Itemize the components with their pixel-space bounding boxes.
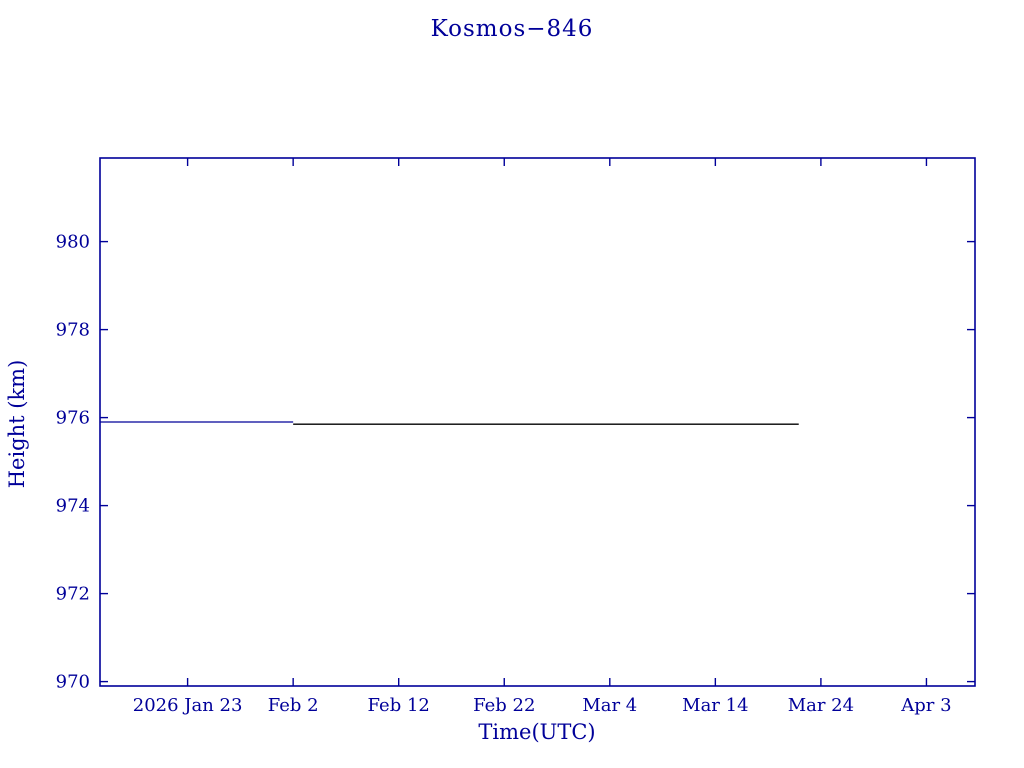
y-tick-label: 970	[56, 672, 90, 693]
y-tick-label: 978	[56, 320, 90, 341]
x-tick-label: Feb 2	[268, 695, 319, 716]
x-tick-label: Feb 12	[368, 695, 430, 716]
x-tick-label: Apr 3	[900, 695, 951, 716]
x-tick-label: Mar 14	[682, 695, 748, 716]
x-axis-label: Time(UTC)	[478, 720, 596, 744]
x-tick-label: Mar 4	[582, 695, 637, 716]
x-tick-label: 2026 Jan 23	[133, 695, 243, 716]
y-tick-label: 974	[56, 496, 90, 517]
x-tick-label: Mar 24	[788, 695, 854, 716]
chart-title: Kosmos−846	[430, 16, 594, 42]
y-axis-label: Height (km)	[5, 359, 29, 489]
y-tick-label: 972	[56, 584, 90, 605]
x-tick-label: Feb 22	[473, 695, 535, 716]
y-tick-label: 980	[56, 232, 90, 253]
y-tick-label: 976	[56, 408, 90, 429]
